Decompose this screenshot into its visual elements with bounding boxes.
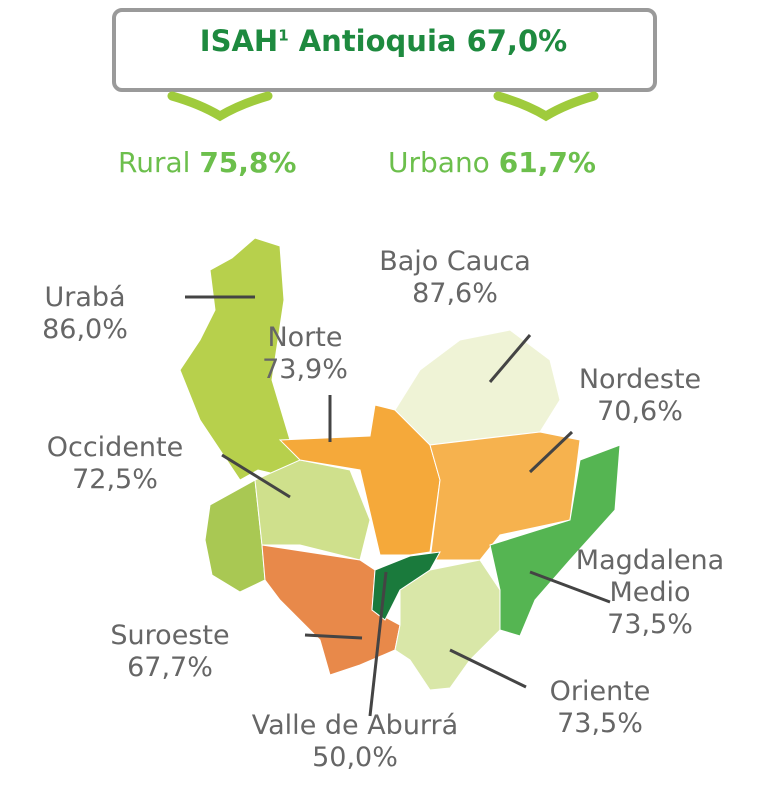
region-label: Urabá 86,0% <box>0 282 170 346</box>
region-bajo-cauca <box>394 329 561 446</box>
urban: Urbano 61,7% <box>388 146 596 179</box>
leader-line <box>368 571 388 717</box>
rural: Rural 75,8% <box>118 146 296 179</box>
region-label: Bajo Cauca 87,6% <box>365 246 545 310</box>
leader-line <box>528 430 574 474</box>
header-value: 67,0% <box>466 24 568 58</box>
rural-label: Rural <box>118 146 191 179</box>
urban-label: Urbano <box>388 146 490 179</box>
region-name: Norte <box>267 322 343 353</box>
region-value: 86,0% <box>42 314 128 345</box>
region-label: Oriente 73,5% <box>490 676 710 740</box>
regions <box>179 237 621 691</box>
region-label: Occidente 72,5% <box>0 432 230 496</box>
region-name: Bajo Cauca <box>379 246 531 277</box>
region-name: Nordeste <box>578 364 702 395</box>
region-value: 73,5% <box>557 708 643 739</box>
region-name: Occidente <box>46 432 184 463</box>
chevron <box>493 91 599 122</box>
header-title: ISAH1 Antioquia 67,0% <box>112 24 655 58</box>
region-label: Nordeste 70,6% <box>545 364 735 428</box>
region-name: Urabá <box>44 282 126 313</box>
region-name: Suroeste <box>110 620 230 651</box>
region-occidente <box>254 459 371 561</box>
region-occidente-west <box>204 479 266 593</box>
leader-line <box>221 453 291 499</box>
region-label: Magdalena Medio 73,5% <box>550 545 750 641</box>
region-name: Valle de Aburrá <box>251 710 459 741</box>
rural-value: 75,8% <box>199 146 297 179</box>
region-value: 72,5% <box>72 464 158 495</box>
region-label: Norte 73,9% <box>220 322 390 386</box>
region-value: 70,6% <box>597 396 683 427</box>
region-label: Valle de Aburrá 50,0% <box>195 710 515 774</box>
region-value: 87,6% <box>412 278 498 309</box>
leader-line <box>488 334 532 383</box>
leader-line <box>529 570 611 604</box>
region-name: Oriente <box>549 676 651 707</box>
region-value: 50,0% <box>312 742 398 773</box>
region-valle-de-aburra <box>371 551 441 621</box>
header-name: Antioquia <box>298 24 457 58</box>
region-nordeste <box>429 431 581 561</box>
urban-value: 61,7% <box>498 146 596 179</box>
region-value: 73,9% <box>262 354 348 385</box>
leader-lines <box>185 295 611 717</box>
region-name: Magdalena Medio <box>575 545 725 608</box>
header-superscript: 1 <box>278 26 289 45</box>
chevron <box>167 91 273 122</box>
region-oriente <box>394 559 501 691</box>
region-value: 67,7% <box>127 652 213 683</box>
leader-line <box>449 648 527 689</box>
header-box <box>112 8 657 92</box>
region-value: 73,5% <box>607 609 693 640</box>
leader-line <box>304 633 363 640</box>
header-prefix: ISAH <box>199 24 279 58</box>
region-label: Suroeste 67,7% <box>60 620 280 684</box>
